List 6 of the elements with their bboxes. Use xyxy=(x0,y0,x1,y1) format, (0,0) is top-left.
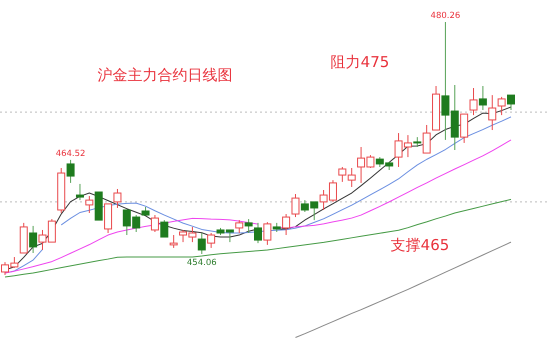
annotation: 480.26 xyxy=(430,11,460,21)
annotation: 阻力475 xyxy=(330,53,390,71)
annotation: 支撑465 xyxy=(390,236,450,254)
annotation: 464.52 xyxy=(56,148,86,159)
annotation: 沪金主力合约日线图 xyxy=(98,66,232,84)
annotation: 454.06 xyxy=(186,258,217,268)
